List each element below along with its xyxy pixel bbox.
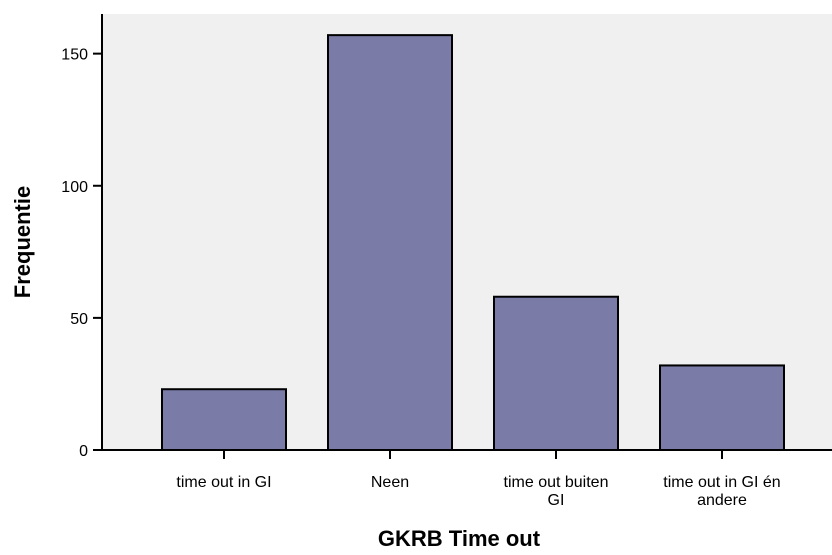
x-tick-label: time out buiten GI bbox=[504, 474, 609, 509]
x-tick-label: time out in GI bbox=[176, 474, 271, 491]
y-axis: 0 50 100 150 bbox=[61, 14, 103, 460]
x-tick-label: Neen bbox=[371, 474, 409, 491]
bar bbox=[659, 364, 785, 451]
x-tick-label: time out in GI én andere bbox=[663, 474, 780, 509]
y-tick-label: 100 bbox=[61, 179, 88, 196]
bars-group bbox=[161, 34, 785, 451]
y-tick-label: 0 bbox=[79, 443, 88, 460]
y-axis-title: Frequentie bbox=[10, 186, 35, 298]
bar bbox=[161, 388, 287, 451]
y-tick-label: 150 bbox=[61, 47, 88, 64]
y-tick-label: 50 bbox=[70, 311, 88, 328]
x-axis-title: GKRB Time out bbox=[378, 526, 541, 551]
bar bbox=[493, 295, 619, 451]
bar bbox=[327, 34, 453, 451]
x-axis: time out in GI Neen time out buiten GI time … bbox=[93, 449, 832, 509]
